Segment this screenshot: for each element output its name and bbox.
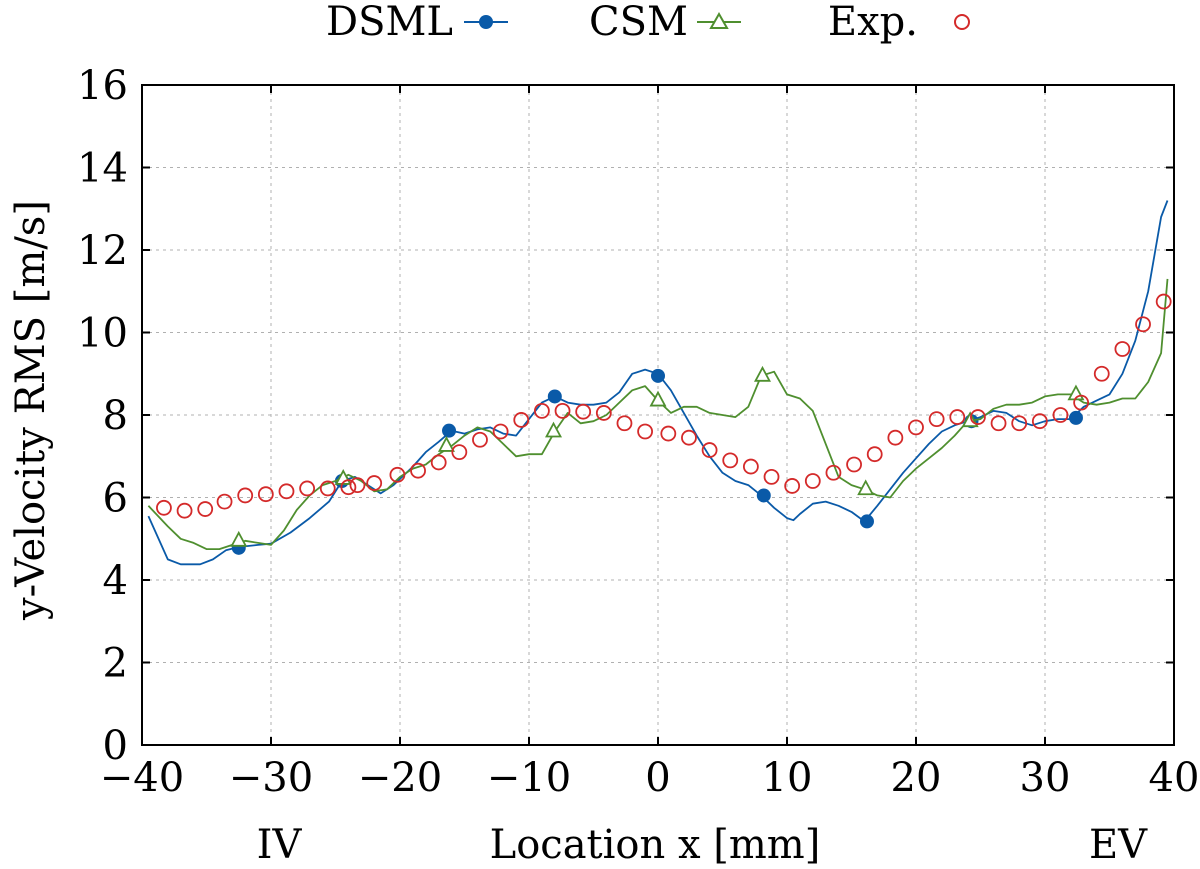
y-tick-label: 4 [103, 558, 128, 604]
legend-label-exp: Exp. [828, 0, 918, 45]
data-point-exp [908, 419, 924, 436]
data-point-exp [472, 431, 488, 448]
y-tick-label: 16 [77, 63, 128, 109]
legend-marker-dsml [479, 15, 493, 29]
y-tick-label: 14 [77, 146, 128, 192]
data-point-exp [430, 454, 447, 471]
data-point-exp [257, 486, 274, 503]
legend-marker-csm [709, 11, 729, 29]
data-point-exp [970, 409, 986, 425]
data-point-csm [437, 436, 455, 452]
data-point-exp [554, 402, 571, 419]
data-point-exp [660, 425, 677, 442]
data-point-exp [616, 415, 633, 432]
data-point-exp [722, 452, 739, 469]
legend-marker-exp [954, 14, 970, 30]
data-point-exp [1073, 394, 1090, 411]
y-tick-label: 10 [77, 311, 128, 357]
annotation-ev: EV [1089, 822, 1148, 868]
series-line-csm [147, 278, 1169, 550]
data-point-exp [1135, 316, 1151, 333]
data-point-exp [451, 444, 468, 461]
y-tick-label: 6 [103, 476, 128, 522]
data-point-dsml [651, 368, 665, 383]
data-point-exp [825, 464, 842, 481]
data-point-exp [887, 429, 904, 446]
data-point-exp [299, 480, 316, 497]
legend: DSML CSM Exp. [326, 0, 970, 45]
data-point-exp [595, 405, 612, 421]
data-point-exp [534, 402, 550, 419]
data-point-dsml [859, 514, 874, 529]
data-point-csm [649, 390, 667, 407]
y-tick-label: 8 [103, 393, 128, 439]
data-point-exp [1093, 365, 1110, 382]
data-point-exp [389, 466, 406, 483]
data-point-exp [1114, 341, 1131, 357]
data-point-exp [846, 456, 862, 473]
data-point-exp [513, 412, 530, 428]
data-point-csm [753, 365, 771, 382]
x-tick-label: 30 [1020, 755, 1071, 801]
grid-lines [142, 85, 1174, 745]
y-axis-label: y-Velocity RMS [m/s] [8, 200, 54, 621]
annotation-iv: IV [257, 822, 303, 868]
data-point-exp [237, 487, 254, 504]
data-point-csm [230, 530, 248, 547]
data-point-dsml [547, 389, 562, 404]
series-layer [147, 200, 1172, 566]
data-point-exp [319, 480, 336, 497]
data-point-exp [949, 409, 966, 425]
data-point-csm [857, 479, 875, 496]
data-point-exp [990, 415, 1007, 432]
data-point-exp [763, 468, 780, 485]
data-point-exp [1155, 293, 1172, 310]
x-tick-label: −10 [487, 755, 571, 801]
data-point-dsml [756, 488, 771, 503]
data-point-exp [1031, 413, 1048, 430]
data-point-csm [545, 421, 563, 438]
data-point-exp [278, 483, 295, 500]
data-point-exp [784, 478, 801, 494]
x-tick-label: −30 [229, 755, 313, 801]
y-tick-label: 2 [103, 641, 128, 687]
data-point-exp [866, 446, 883, 463]
x-tick-label: 20 [891, 755, 942, 801]
data-point-exp [176, 502, 193, 519]
x-tick-label: 0 [645, 755, 670, 801]
data-point-exp [1052, 407, 1069, 423]
data-point-exp [156, 499, 172, 516]
data-point-exp [216, 493, 233, 510]
data-point-exp [340, 479, 357, 496]
x-tick-label: 10 [762, 755, 813, 801]
data-point-dsml [1068, 410, 1083, 425]
data-point-exp [1011, 415, 1028, 432]
x-tick-label: 40 [1149, 755, 1200, 801]
data-point-exp [492, 423, 509, 440]
data-point-exp [197, 501, 214, 517]
data-point-exp [928, 411, 945, 428]
data-point-exp [366, 475, 383, 491]
x-axis-label: Location x [mm] [490, 822, 821, 868]
data-point-exp [742, 458, 759, 475]
data-point-exp [804, 473, 821, 489]
data-point-exp [410, 462, 426, 479]
data-point-exp [637, 423, 653, 440]
data-point-exp [681, 429, 697, 446]
y-tick-label: 12 [77, 228, 128, 274]
data-point-dsml [442, 423, 457, 438]
legend-label-csm: CSM [589, 0, 688, 45]
legend-label-dsml: DSML [326, 0, 453, 45]
x-tick-label: −40 [100, 755, 184, 801]
axis-ticks: −40 −30 −20 −10 0 10 20 30 40 0 2 4 6 8 10 12 14 16 [77, 63, 1199, 801]
x-tick-label: −20 [358, 755, 442, 801]
data-point-exp [575, 403, 592, 420]
y-tick-label: 0 [103, 723, 128, 769]
data-point-exp [349, 477, 366, 494]
data-point-exp [701, 442, 718, 458]
